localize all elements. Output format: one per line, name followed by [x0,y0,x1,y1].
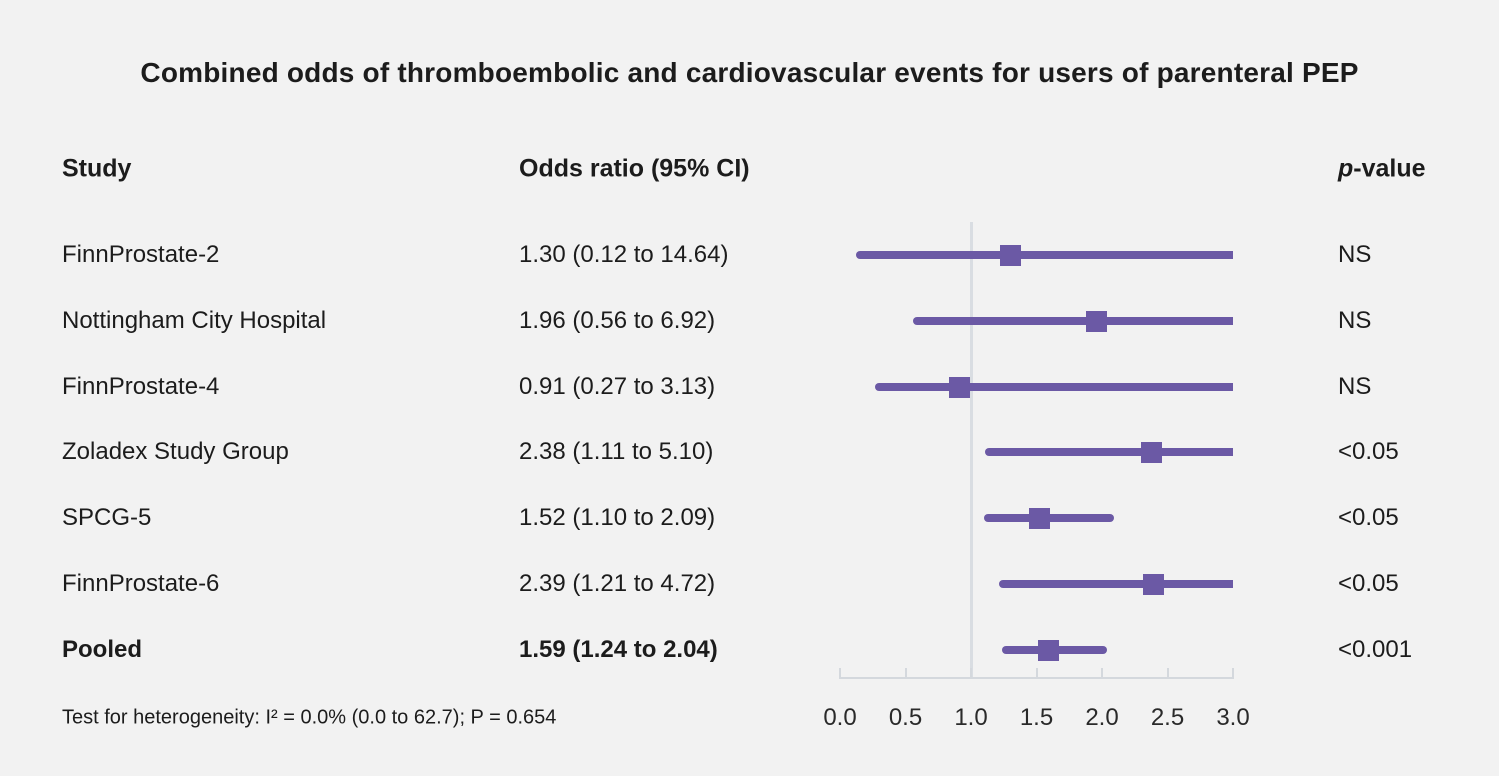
p-value: <0.001 [1338,636,1413,663]
x-axis-tick [839,668,841,677]
or-point-marker [1037,639,1059,661]
x-axis-tick-label: 1.5 [1019,704,1054,731]
ci-line [985,448,1233,456]
or-point-marker [999,244,1021,266]
p-value: NS [1338,373,1372,400]
ci-line [998,580,1233,588]
chart-title: Combined odds of thromboembolic and card… [140,57,1359,88]
x-axis-tick-label: 2.0 [1085,704,1119,731]
or-ci-value: 1.52 (1.10 to 2.09) [519,504,716,531]
study-label: SPCG-5 [62,504,152,531]
x-axis-tick-label: 2.5 [1150,704,1185,731]
p-value: <0.05 [1338,570,1399,597]
or-ci-value: 1.59 (1.24 to 2.04) [519,636,718,663]
x-axis-tick-label: 1.0 [954,704,988,731]
x-axis-tick-label: 3.0 [1216,704,1250,731]
p-value: NS [1338,307,1372,334]
study-label: Pooled [62,636,143,663]
ci-line [913,317,1233,325]
x-axis-tick [1101,668,1103,677]
column-header-odds-ratio: Odds ratio (95% CI) [519,154,750,183]
study-label: FinnProstate-6 [62,570,220,597]
reference-line-or-1 [969,222,973,677]
column-header-study: Study [62,154,132,183]
p-value-header-italic-p: p [1338,154,1354,183]
x-axis-tick [970,668,972,677]
or-ci-value: 2.39 (1.21 to 4.72) [519,570,716,597]
x-axis-tick [1035,668,1038,677]
or-ci-value: 1.30 (0.12 to 14.64) [519,241,729,268]
study-label: FinnProstate-2 [62,241,220,268]
ci-line [855,251,1233,259]
or-point-marker [1086,310,1108,332]
or-ci-value: 2.38 (1.11 to 5.10) [519,438,714,465]
column-header-p-value: p-value [1338,155,1426,184]
study-label: FinnProstate-4 [62,373,220,400]
x-axis-tick [904,668,907,677]
study-label: Nottingham City Hospital [62,307,327,334]
heterogeneity-footnote: Test for heterogeneity: I² = 0.0% (0.0 t… [62,706,557,729]
or-point-marker [1141,441,1163,463]
or-point-marker [1142,573,1164,595]
p-value: <0.05 [1338,438,1399,465]
p-value-header-rest: -value [1353,154,1426,183]
p-value: NS [1338,241,1372,268]
x-axis-tick-label: 0.0 [823,704,857,731]
or-ci-value: 0.91 (0.27 to 3.13) [519,373,716,400]
study-label: Zoladex Study Group [62,438,289,465]
x-axis-tick [1232,668,1234,677]
x-axis-tick-label: 0.5 [888,704,923,731]
x-axis-baseline [839,677,1234,679]
p-value: <0.05 [1338,504,1399,531]
ci-line [875,383,1233,391]
or-point-marker [1028,507,1050,529]
x-axis-tick [1166,668,1169,677]
or-point-marker [948,376,970,398]
or-ci-value: 1.96 (0.56 to 6.92) [519,307,716,334]
